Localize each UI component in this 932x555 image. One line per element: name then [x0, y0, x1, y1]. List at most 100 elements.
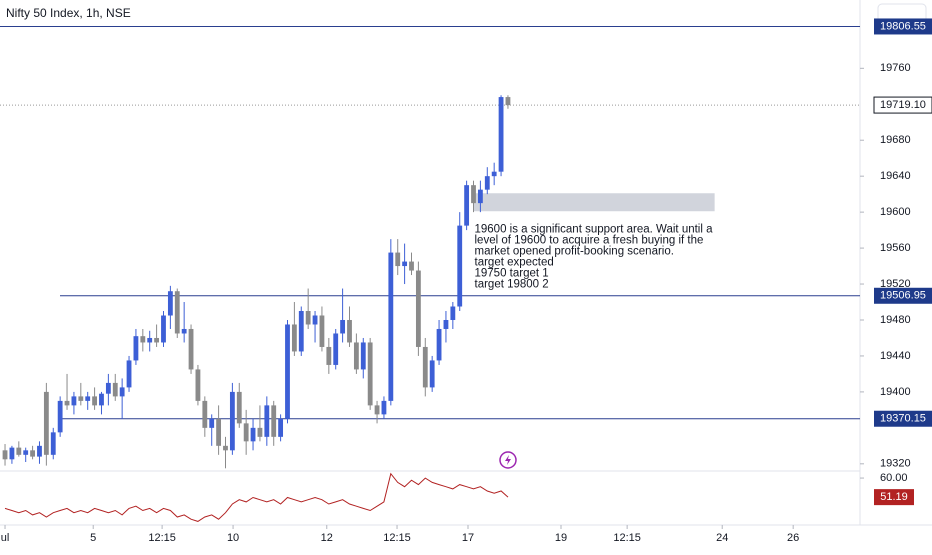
candle-body: [264, 405, 270, 437]
candle-body: [223, 445, 228, 451]
x-tick-label: 12:15: [148, 532, 176, 544]
candle-body: [395, 252, 401, 267]
candle-body: [250, 427, 256, 442]
candle-body: [57, 400, 63, 433]
indicator-line: [4, 472, 509, 522]
candle-body: [381, 400, 387, 415]
chart-title: Nifty 50 Index, 1h, NSE: [6, 6, 131, 20]
candle-body: [457, 225, 463, 307]
x-tick-label: 19: [555, 532, 567, 544]
candle-body: [85, 396, 91, 401]
x-tick-label: 12:15: [613, 532, 641, 544]
x-tick-label: 12: [321, 532, 333, 544]
candle-body: [333, 333, 339, 365]
annotation: target expected: [475, 256, 554, 268]
y-tick-label: 60.00: [880, 472, 908, 484]
candle-body: [471, 185, 476, 204]
candle-body: [147, 337, 153, 343]
candle-body: [43, 391, 49, 455]
candle-body: [16, 447, 22, 455]
candle-body: [50, 432, 56, 455]
candle-body: [71, 396, 77, 406]
indicator-label-bg: [874, 489, 914, 506]
candle-body: [402, 261, 408, 267]
candle-body: [202, 400, 208, 428]
candle-body: [319, 315, 325, 347]
candle-body: [119, 387, 125, 397]
candle-body: [271, 405, 277, 437]
y-tick-label: 19400: [880, 386, 911, 398]
candle-body: [388, 252, 394, 401]
y-tick-label: 19560: [880, 242, 911, 254]
candle-body: [326, 346, 332, 365]
level-label: 19370.15: [880, 413, 926, 425]
candle-body: [236, 391, 242, 424]
annotation: target 19800 2: [475, 278, 549, 290]
candle-body: [154, 337, 160, 343]
candle-body: [484, 176, 490, 190]
candle-body: [126, 360, 132, 388]
candle-body: [133, 336, 139, 361]
candle-body: [229, 391, 235, 451]
annotation: 19750 target 1: [475, 267, 549, 279]
annotation: 19600 is a significant support area. Wai…: [475, 223, 714, 235]
candle-body: [415, 270, 421, 347]
level-label-bg: [874, 287, 932, 304]
level-label-bg: [874, 410, 932, 427]
candle-body: [450, 306, 456, 320]
last-price-label: 19719.10: [880, 99, 926, 111]
candle-body: [112, 382, 118, 397]
candle-body: [464, 185, 470, 226]
candle-body: [23, 450, 29, 455]
x-tick-label: 10: [227, 532, 239, 544]
candle-body: [64, 400, 70, 406]
candle-body: [257, 427, 263, 437]
x-tick-label: 12:15: [383, 532, 411, 544]
candle-body: [37, 445, 42, 457]
candle-body: [161, 315, 166, 343]
candle-body: [140, 336, 146, 343]
candle-body: [291, 324, 297, 352]
y-tick-label: 19480: [880, 314, 911, 326]
candle-body: [188, 328, 194, 370]
candle-body: [374, 405, 380, 415]
y-tick-label: 19440: [880, 350, 911, 362]
x-tick-label: 5: [90, 532, 96, 544]
support-zone: [473, 193, 715, 212]
candle-body: [278, 418, 284, 437]
candle-body: [422, 346, 428, 388]
y-tick-label: 19520: [880, 278, 911, 290]
candle-body: [99, 393, 104, 406]
candle-body: [209, 418, 215, 428]
candle-body: [443, 319, 449, 329]
candle-body: [298, 311, 304, 352]
candle-body: [436, 328, 442, 361]
candle-body: [285, 324, 290, 419]
candle-body: [174, 291, 180, 334]
y-tick-label: 19320: [880, 458, 911, 470]
candle-body: [181, 328, 187, 334]
candle-body: [92, 396, 98, 406]
candle-body: [491, 171, 497, 177]
x-tick-label: 26: [787, 532, 799, 544]
annotation: level of 19600 to acquire a fresh buying…: [475, 234, 704, 246]
candle-body: [429, 360, 435, 388]
candle-body: [477, 189, 483, 204]
bolt: [505, 455, 511, 465]
level-label: 19806.55: [880, 20, 926, 32]
level-label: 19506.95: [880, 290, 926, 302]
candle-body: [78, 396, 84, 401]
candle-body: [340, 319, 346, 334]
candle-body: [498, 97, 504, 172]
candle-body: [195, 369, 201, 401]
x-tick-label: ul: [1, 532, 10, 544]
x-tick-label: 17: [462, 532, 474, 544]
y-tick-label: 19760: [880, 62, 911, 74]
y-tick-label: 19640: [880, 170, 911, 182]
candle-body: [353, 342, 359, 370]
candle-body: [9, 447, 15, 460]
candle-body: [243, 423, 249, 442]
candle-body: [367, 342, 373, 406]
candle-body: [305, 311, 311, 325]
